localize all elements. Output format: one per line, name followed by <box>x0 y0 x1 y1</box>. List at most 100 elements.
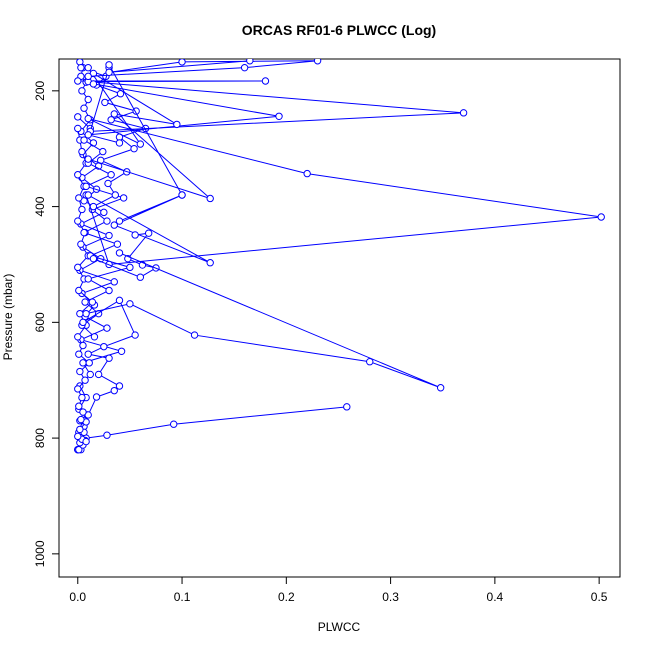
data-point <box>105 61 113 69</box>
data-point <box>79 341 87 350</box>
data-point <box>170 420 178 428</box>
data-point <box>79 359 87 367</box>
data-point <box>117 347 126 355</box>
data-point <box>75 445 83 454</box>
data-point <box>119 194 128 202</box>
data-point <box>79 318 87 327</box>
chart-title: ORCAS RF01-6 PLWCC (Log) <box>242 22 436 38</box>
data-point <box>126 300 134 308</box>
data-point <box>76 367 84 376</box>
data-point <box>107 116 115 124</box>
data-point <box>77 415 85 424</box>
data-point <box>79 408 87 416</box>
y-tick-label: 1000 <box>33 540 47 567</box>
data-point <box>99 147 107 156</box>
data-point <box>75 350 83 358</box>
data-point <box>115 249 124 257</box>
x-tick-label: 0.2 <box>278 590 295 604</box>
data-point <box>105 231 113 240</box>
data-point <box>366 358 374 366</box>
data-point <box>103 431 111 439</box>
data-point <box>115 139 124 147</box>
data-point <box>105 286 113 295</box>
data-point <box>100 208 108 217</box>
data-point <box>110 221 118 229</box>
data-point <box>92 393 101 401</box>
data-point <box>190 331 199 339</box>
data-point <box>136 140 145 148</box>
data-point <box>84 114 92 123</box>
data-point <box>84 95 92 104</box>
data-point <box>131 231 139 239</box>
data-point <box>104 179 112 188</box>
data-point <box>85 359 93 367</box>
plot-area <box>74 59 605 454</box>
data-point <box>343 403 351 411</box>
data-point <box>103 324 111 332</box>
series-line <box>88 83 280 144</box>
data-point <box>131 331 139 339</box>
y-tick-label: 600 <box>33 312 47 332</box>
y-axis: 200 400 600 800 1000 <box>33 81 60 567</box>
data-point <box>75 402 83 410</box>
data-point <box>173 120 181 129</box>
data-point <box>206 259 214 267</box>
y-tick-label: 200 <box>33 81 47 101</box>
x-axis-label: PLWCC <box>318 620 361 634</box>
data-point <box>115 296 124 305</box>
data-point <box>86 370 94 379</box>
data-point <box>75 286 83 295</box>
x-tick-label: 0.4 <box>487 590 504 604</box>
x-axis: 0.0 0.1 0.2 0.3 0.4 0.5 <box>69 576 608 604</box>
data-point <box>89 139 98 147</box>
data-point <box>144 229 153 237</box>
data-point <box>178 191 186 199</box>
data-point <box>101 98 109 107</box>
data-point <box>84 131 92 139</box>
data-point <box>90 333 99 341</box>
data-point <box>313 59 322 65</box>
data-point <box>597 213 605 221</box>
data-point <box>115 217 124 225</box>
data-point <box>74 385 82 393</box>
data-point <box>178 59 186 66</box>
data-point <box>113 240 122 248</box>
series-line <box>86 406 347 439</box>
y-axis-label: Pressure (mbar) <box>1 274 15 361</box>
data-point <box>115 382 124 390</box>
data-point <box>105 354 113 362</box>
data-point <box>75 194 83 202</box>
data-point <box>77 63 85 72</box>
data-point <box>80 228 88 237</box>
data-point <box>77 240 85 248</box>
data-point <box>111 191 120 199</box>
data-point <box>110 110 118 118</box>
data-point <box>105 68 113 77</box>
data-point <box>107 171 115 179</box>
data-point <box>126 263 134 272</box>
data-point <box>110 278 118 286</box>
data-point <box>110 386 118 395</box>
data-point <box>76 425 84 434</box>
data-point <box>84 63 92 72</box>
data-point <box>136 273 145 281</box>
data-point <box>84 191 92 199</box>
data-point <box>436 384 445 392</box>
data-point <box>82 437 90 446</box>
data-point <box>240 63 249 72</box>
series-line <box>86 252 441 389</box>
data-point <box>89 80 98 88</box>
data-point <box>84 155 92 163</box>
data-point <box>84 275 92 283</box>
data-point <box>246 59 254 65</box>
data-point <box>74 432 82 441</box>
data-point <box>74 124 82 133</box>
data-point <box>74 77 82 85</box>
data-point <box>103 217 111 225</box>
data-point <box>74 113 82 121</box>
data-point <box>74 171 82 179</box>
data-point <box>74 263 82 272</box>
x-tick-label: 0.3 <box>382 590 399 604</box>
